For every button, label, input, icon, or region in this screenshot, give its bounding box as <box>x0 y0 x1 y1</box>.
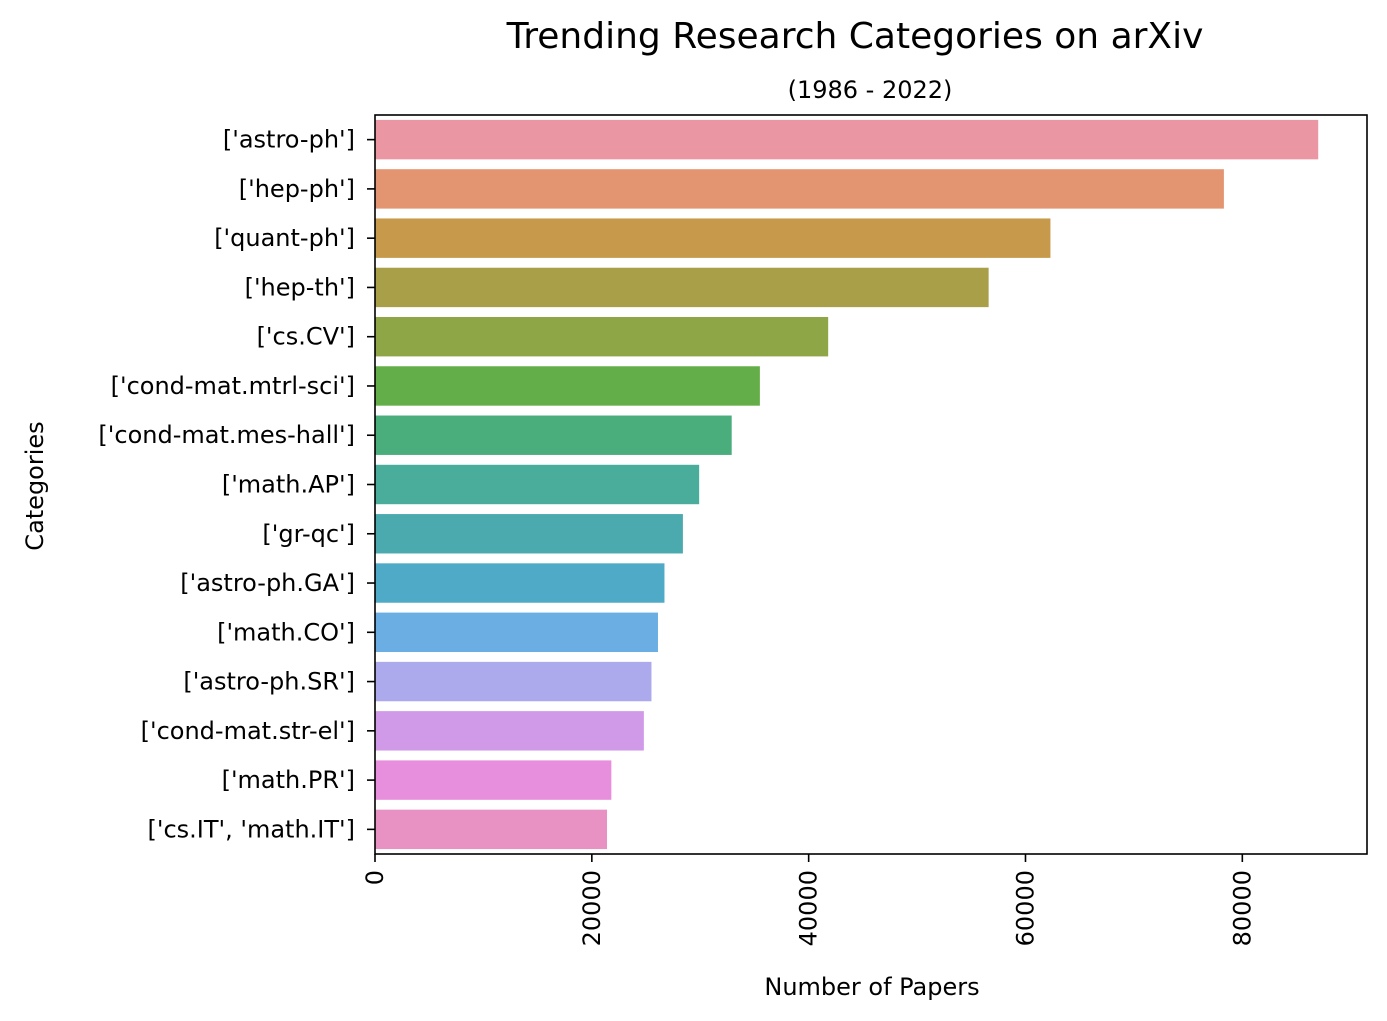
y-tick-label: ['gr-qc'] <box>262 520 355 548</box>
y-tick-label: ['quant-ph'] <box>214 224 355 252</box>
bar <box>375 809 608 850</box>
bar <box>375 218 1051 258</box>
bar <box>375 366 760 406</box>
bar <box>375 612 658 653</box>
bar <box>375 760 612 800</box>
bar <box>375 711 644 751</box>
x-tick-label: 0 <box>361 870 389 885</box>
y-tick-label: ['cs.IT', 'math.IT'] <box>147 815 355 843</box>
chart-title: Trending Research Categories on arXiv <box>506 16 1204 57</box>
y-tick-label: ['astro-ph.SR'] <box>183 668 355 696</box>
y-tick-label: ['cond-mat.mtrl-sci'] <box>111 372 355 400</box>
y-tick-label: ['math.PR'] <box>222 766 355 794</box>
bar <box>375 169 1224 209</box>
bar <box>375 316 829 357</box>
bars-layer <box>375 119 1319 850</box>
y-tick-label: ['math.CO'] <box>217 618 355 646</box>
bar <box>375 415 732 455</box>
y-tick-label: ['cs.CV'] <box>257 323 355 351</box>
y-tick-label: ['math.AP'] <box>222 471 355 499</box>
y-tick-label: ['cond-mat.mes-hall'] <box>98 421 355 449</box>
x-tick-label: 80000 <box>1228 870 1256 946</box>
bar <box>375 514 683 554</box>
plot-frame <box>374 114 1368 855</box>
y-axis: ['astro-ph'] ['hep-ph'] ['quant-ph'] ['hep-… <box>98 126 375 843</box>
y-tick-label: ['hep-ph'] <box>239 175 355 203</box>
x-tick-label: 60000 <box>1011 870 1039 946</box>
bar <box>375 119 1319 160</box>
bar <box>375 563 665 603</box>
x-tick-label: 20000 <box>578 870 606 946</box>
y-tick-label: ['cond-mat.str-el'] <box>141 717 355 745</box>
bar <box>375 267 989 308</box>
bar <box>375 464 700 505</box>
y-tick-label: ['astro-ph'] <box>223 126 355 154</box>
x-axis-label: Number of Papers <box>764 973 979 1001</box>
y-axis-label: Categories <box>21 421 49 550</box>
y-tick-label: ['hep-th'] <box>245 273 355 301</box>
x-axis: 0 20000 40000 60000 80000 <box>361 854 1256 946</box>
chart-subtitle: (1986 - 2022) <box>788 76 953 104</box>
bar <box>375 661 652 702</box>
y-tick-label: ['astro-ph.GA'] <box>180 569 355 597</box>
x-tick-label: 40000 <box>795 870 823 946</box>
